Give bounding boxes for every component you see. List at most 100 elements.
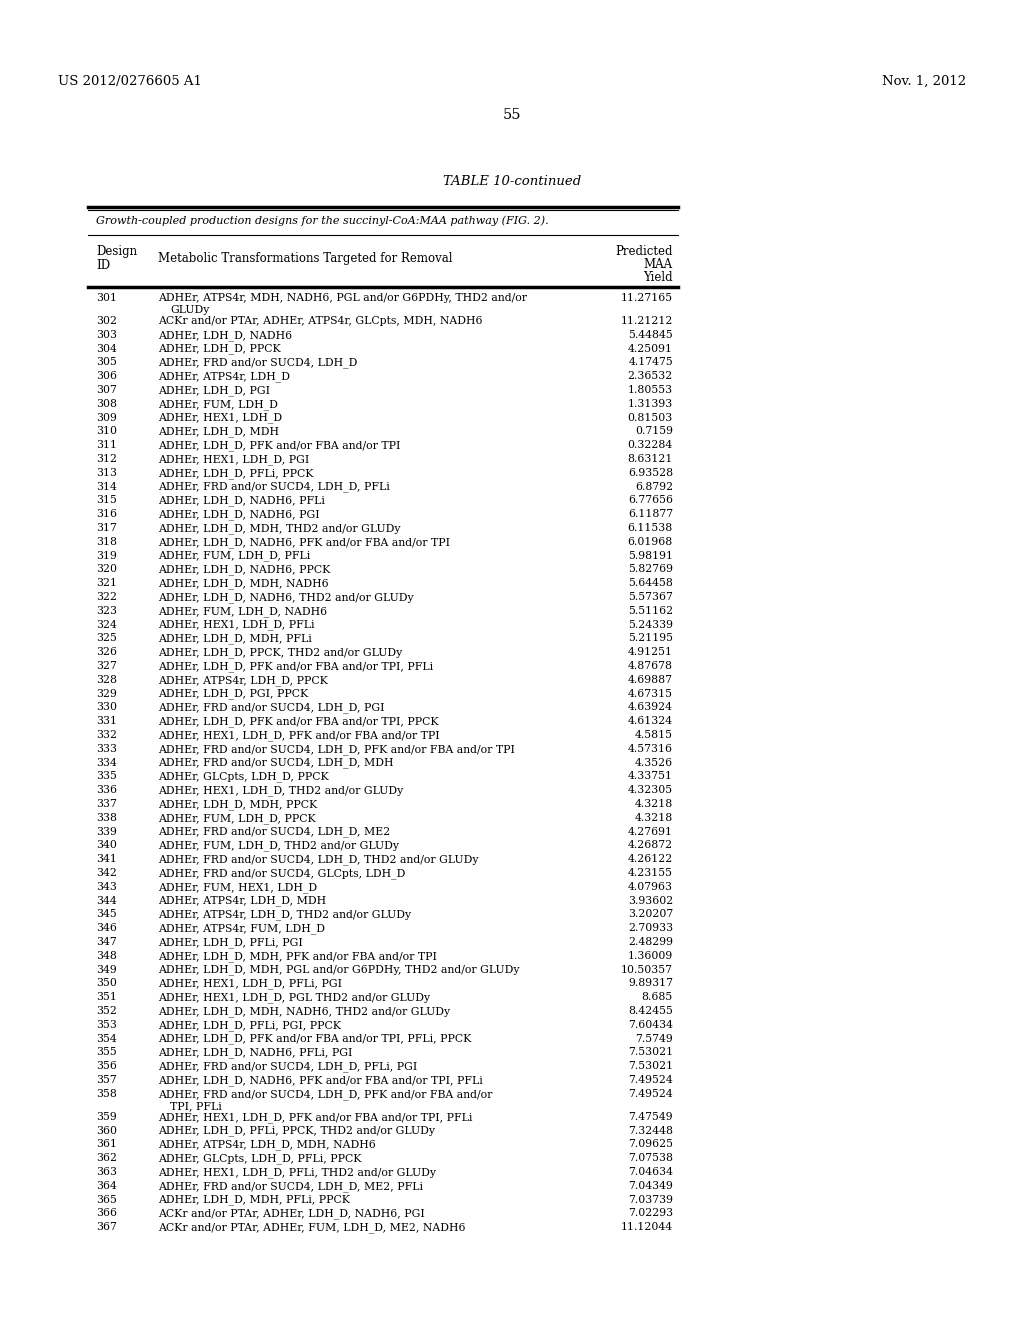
Text: 7.03739: 7.03739 bbox=[628, 1195, 673, 1205]
Text: 306: 306 bbox=[96, 371, 117, 381]
Text: 4.25091: 4.25091 bbox=[628, 343, 673, 354]
Text: 301: 301 bbox=[96, 293, 117, 304]
Text: 4.3526: 4.3526 bbox=[635, 758, 673, 768]
Text: ADHEr, ATPS4r, LDH_D: ADHEr, ATPS4r, LDH_D bbox=[158, 371, 290, 381]
Text: 356: 356 bbox=[96, 1061, 117, 1072]
Text: 7.60434: 7.60434 bbox=[628, 1020, 673, 1030]
Text: 4.17475: 4.17475 bbox=[629, 358, 673, 367]
Text: ADHEr, LDH_D, PFK and/or FBA and/or TPI, PFLi: ADHEr, LDH_D, PFK and/or FBA and/or TPI,… bbox=[158, 661, 433, 672]
Text: 55: 55 bbox=[503, 108, 521, 121]
Text: 319: 319 bbox=[96, 550, 117, 561]
Text: 10.50357: 10.50357 bbox=[621, 965, 673, 974]
Text: 4.67315: 4.67315 bbox=[628, 689, 673, 698]
Text: 339: 339 bbox=[96, 826, 117, 837]
Text: ADHEr, HEX1, LDH_D, THD2 and/or GLUDy: ADHEr, HEX1, LDH_D, THD2 and/or GLUDy bbox=[158, 785, 403, 796]
Text: ADHEr, ATPS4r, MDH, NADH6, PGL and/or G6PDHy, THD2 and/or: ADHEr, ATPS4r, MDH, NADH6, PGL and/or G6… bbox=[158, 293, 527, 304]
Text: 344: 344 bbox=[96, 895, 117, 906]
Text: ADHEr, HEX1, LDH_D: ADHEr, HEX1, LDH_D bbox=[158, 413, 283, 424]
Text: ADHEr, FRD and/or SUCD4, LDH_D, ME2: ADHEr, FRD and/or SUCD4, LDH_D, ME2 bbox=[158, 826, 390, 837]
Text: 331: 331 bbox=[96, 717, 117, 726]
Text: 1.80553: 1.80553 bbox=[628, 385, 673, 395]
Text: 4.61324: 4.61324 bbox=[628, 717, 673, 726]
Text: ADHEr, LDH_D, NADH6, PPCK: ADHEr, LDH_D, NADH6, PPCK bbox=[158, 565, 331, 576]
Text: 341: 341 bbox=[96, 854, 117, 865]
Text: ADHEr, LDH_D, NADH6, PFK and/or FBA and/or TPI, PFLi: ADHEr, LDH_D, NADH6, PFK and/or FBA and/… bbox=[158, 1074, 482, 1086]
Text: ADHEr, LDH_D, MDH, NADH6, THD2 and/or GLUDy: ADHEr, LDH_D, MDH, NADH6, THD2 and/or GL… bbox=[158, 1006, 451, 1016]
Text: 334: 334 bbox=[96, 758, 117, 768]
Text: ADHEr, ATPS4r, LDH_D, MDH: ADHEr, ATPS4r, LDH_D, MDH bbox=[158, 895, 326, 907]
Text: 347: 347 bbox=[96, 937, 117, 946]
Text: ADHEr, LDH_D, MDH, PPCK: ADHEr, LDH_D, MDH, PPCK bbox=[158, 799, 317, 809]
Text: 0.7159: 0.7159 bbox=[635, 426, 673, 437]
Text: 5.57367: 5.57367 bbox=[628, 591, 673, 602]
Text: 0.32284: 0.32284 bbox=[628, 440, 673, 450]
Text: ADHEr, HEX1, LDH_D, PFLi, THD2 and/or GLUDy: ADHEr, HEX1, LDH_D, PFLi, THD2 and/or GL… bbox=[158, 1167, 436, 1177]
Text: 7.04349: 7.04349 bbox=[628, 1181, 673, 1191]
Text: 338: 338 bbox=[96, 813, 117, 822]
Text: 5.51162: 5.51162 bbox=[628, 606, 673, 616]
Text: ADHEr, LDH_D, PPCK: ADHEr, LDH_D, PPCK bbox=[158, 343, 281, 354]
Text: 322: 322 bbox=[96, 591, 117, 602]
Text: 7.32448: 7.32448 bbox=[628, 1126, 673, 1135]
Text: ADHEr, LDH_D, MDH, PFK and/or FBA and/or TPI: ADHEr, LDH_D, MDH, PFK and/or FBA and/or… bbox=[158, 950, 437, 961]
Text: ADHEr, LDH_D, PFLi, PPCK, THD2 and/or GLUDy: ADHEr, LDH_D, PFLi, PPCK, THD2 and/or GL… bbox=[158, 1126, 435, 1137]
Text: ADHEr, FRD and/or SUCD4, LDH_D, THD2 and/or GLUDy: ADHEr, FRD and/or SUCD4, LDH_D, THD2 and… bbox=[158, 854, 478, 865]
Text: 3.93602: 3.93602 bbox=[628, 895, 673, 906]
Text: 357: 357 bbox=[96, 1074, 117, 1085]
Text: 362: 362 bbox=[96, 1154, 117, 1163]
Text: 317: 317 bbox=[96, 523, 117, 533]
Text: 8.42455: 8.42455 bbox=[628, 1006, 673, 1016]
Text: 6.93528: 6.93528 bbox=[628, 467, 673, 478]
Text: ADHEr, LDH_D, MDH, THD2 and/or GLUDy: ADHEr, LDH_D, MDH, THD2 and/or GLUDy bbox=[158, 523, 400, 533]
Text: 340: 340 bbox=[96, 841, 117, 850]
Text: GLUDy: GLUDy bbox=[170, 305, 209, 315]
Text: 315: 315 bbox=[96, 495, 117, 506]
Text: 348: 348 bbox=[96, 950, 117, 961]
Text: 11.21212: 11.21212 bbox=[621, 315, 673, 326]
Text: 310: 310 bbox=[96, 426, 117, 437]
Text: ADHEr, LDH_D, PFLi, PGI, PPCK: ADHEr, LDH_D, PFLi, PGI, PPCK bbox=[158, 1020, 341, 1031]
Text: ADHEr, FRD and/or SUCD4, LDH_D, PFLi: ADHEr, FRD and/or SUCD4, LDH_D, PFLi bbox=[158, 482, 390, 492]
Text: 7.5749: 7.5749 bbox=[635, 1034, 673, 1044]
Text: ADHEr, GLCpts, LDH_D, PFLi, PPCK: ADHEr, GLCpts, LDH_D, PFLi, PPCK bbox=[158, 1154, 361, 1164]
Text: 8.685: 8.685 bbox=[642, 993, 673, 1002]
Text: 325: 325 bbox=[96, 634, 117, 643]
Text: TABLE 10-continued: TABLE 10-continued bbox=[442, 176, 582, 187]
Text: 360: 360 bbox=[96, 1126, 117, 1135]
Text: 329: 329 bbox=[96, 689, 117, 698]
Text: ADHEr, FRD and/or SUCD4, LDH_D, ME2, PFLi: ADHEr, FRD and/or SUCD4, LDH_D, ME2, PFL… bbox=[158, 1181, 423, 1192]
Text: ADHEr, FRD and/or SUCD4, LDH_D, PGI: ADHEr, FRD and/or SUCD4, LDH_D, PGI bbox=[158, 702, 384, 713]
Text: 7.49524: 7.49524 bbox=[629, 1089, 673, 1098]
Text: ACKr and/or PTAr, ADHEr, ATPS4r, GLCpts, MDH, NADH6: ACKr and/or PTAr, ADHEr, ATPS4r, GLCpts,… bbox=[158, 315, 482, 326]
Text: ADHEr, LDH_D, MDH: ADHEr, LDH_D, MDH bbox=[158, 426, 279, 437]
Text: 330: 330 bbox=[96, 702, 117, 713]
Text: ADHEr, FUM, LDH_D, PFLi: ADHEr, FUM, LDH_D, PFLi bbox=[158, 550, 310, 561]
Text: ADHEr, LDH_D, PGI: ADHEr, LDH_D, PGI bbox=[158, 385, 270, 396]
Text: 0.81503: 0.81503 bbox=[628, 413, 673, 422]
Text: ADHEr, FRD and/or SUCD4, LDH_D, PFK and/or FBA and/or: ADHEr, FRD and/or SUCD4, LDH_D, PFK and/… bbox=[158, 1089, 493, 1100]
Text: 353: 353 bbox=[96, 1020, 117, 1030]
Text: ADHEr, FUM, HEX1, LDH_D: ADHEr, FUM, HEX1, LDH_D bbox=[158, 882, 317, 892]
Text: 5.64458: 5.64458 bbox=[628, 578, 673, 589]
Text: ADHEr, LDH_D, NADH6, THD2 and/or GLUDy: ADHEr, LDH_D, NADH6, THD2 and/or GLUDy bbox=[158, 591, 414, 603]
Text: 5.98191: 5.98191 bbox=[628, 550, 673, 561]
Text: 352: 352 bbox=[96, 1006, 117, 1016]
Text: 364: 364 bbox=[96, 1181, 117, 1191]
Text: 7.53021: 7.53021 bbox=[628, 1047, 673, 1057]
Text: 4.87678: 4.87678 bbox=[628, 661, 673, 671]
Text: 363: 363 bbox=[96, 1167, 117, 1177]
Text: Predicted: Predicted bbox=[615, 246, 673, 257]
Text: ADHEr, FRD and/or SUCD4, GLCpts, LDH_D: ADHEr, FRD and/or SUCD4, GLCpts, LDH_D bbox=[158, 869, 406, 879]
Text: 326: 326 bbox=[96, 647, 117, 657]
Text: 4.32305: 4.32305 bbox=[628, 785, 673, 795]
Text: 6.11538: 6.11538 bbox=[628, 523, 673, 533]
Text: 2.70933: 2.70933 bbox=[628, 923, 673, 933]
Text: 2.48299: 2.48299 bbox=[628, 937, 673, 946]
Text: 7.49524: 7.49524 bbox=[629, 1074, 673, 1085]
Text: 2.36532: 2.36532 bbox=[628, 371, 673, 381]
Text: 7.04634: 7.04634 bbox=[628, 1167, 673, 1177]
Text: 5.21195: 5.21195 bbox=[628, 634, 673, 643]
Text: ADHEr, FRD and/or SUCD4, LDH_D, MDH: ADHEr, FRD and/or SUCD4, LDH_D, MDH bbox=[158, 758, 393, 768]
Text: ADHEr, LDH_D, MDH, PGL and/or G6PDHy, THD2 and/or GLUDy: ADHEr, LDH_D, MDH, PGL and/or G6PDHy, TH… bbox=[158, 965, 519, 975]
Text: ADHEr, HEX1, LDH_D, PFLi: ADHEr, HEX1, LDH_D, PFLi bbox=[158, 619, 314, 631]
